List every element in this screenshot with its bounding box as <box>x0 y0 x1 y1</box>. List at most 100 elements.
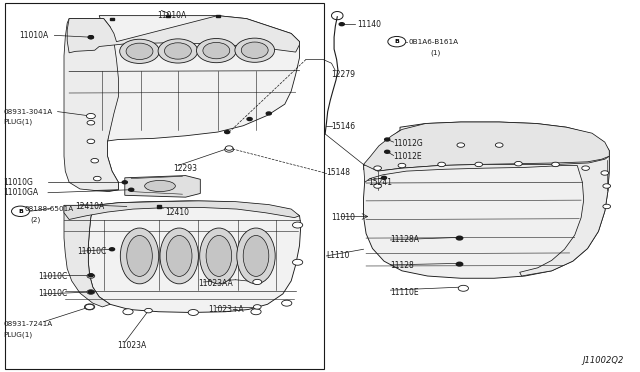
Circle shape <box>253 305 261 309</box>
Text: 11010C: 11010C <box>38 289 68 298</box>
Text: 11010A: 11010A <box>19 31 48 40</box>
Text: 12293: 12293 <box>173 164 197 173</box>
Circle shape <box>456 262 463 266</box>
Ellipse shape <box>243 235 269 276</box>
Ellipse shape <box>166 235 192 276</box>
Ellipse shape <box>203 42 230 59</box>
Ellipse shape <box>158 39 198 63</box>
Circle shape <box>282 300 292 306</box>
Circle shape <box>438 162 445 167</box>
Bar <box>216 15 220 17</box>
Bar <box>5 3 324 369</box>
Ellipse shape <box>206 235 232 276</box>
Text: 11140: 11140 <box>357 20 381 29</box>
Text: (2): (2) <box>31 216 41 223</box>
Circle shape <box>251 309 261 315</box>
Text: 11128: 11128 <box>390 262 414 270</box>
Ellipse shape <box>126 43 153 60</box>
Polygon shape <box>88 201 301 312</box>
Circle shape <box>475 162 483 167</box>
Circle shape <box>457 143 465 147</box>
Polygon shape <box>125 176 200 197</box>
Circle shape <box>552 162 559 167</box>
Text: PLUG(1): PLUG(1) <box>3 119 33 125</box>
Text: 08931-3041A: 08931-3041A <box>3 109 52 115</box>
Circle shape <box>292 259 303 265</box>
Circle shape <box>374 166 381 170</box>
Circle shape <box>145 308 152 313</box>
Text: 12410: 12410 <box>165 208 189 217</box>
Circle shape <box>292 222 303 228</box>
Circle shape <box>188 310 198 315</box>
Text: L1110: L1110 <box>326 251 350 260</box>
Ellipse shape <box>127 235 152 276</box>
Text: 11010GA: 11010GA <box>3 188 38 197</box>
Circle shape <box>603 204 611 209</box>
Circle shape <box>225 146 233 150</box>
Circle shape <box>374 184 381 188</box>
Ellipse shape <box>160 228 198 284</box>
Circle shape <box>247 118 252 121</box>
Text: (1): (1) <box>430 49 440 56</box>
Circle shape <box>93 176 101 181</box>
Text: 15148: 15148 <box>326 169 351 177</box>
Ellipse shape <box>120 39 159 64</box>
Circle shape <box>87 121 95 125</box>
Ellipse shape <box>164 43 191 59</box>
Circle shape <box>458 285 468 291</box>
Polygon shape <box>64 201 300 219</box>
Ellipse shape <box>237 228 275 284</box>
Circle shape <box>88 274 93 277</box>
Circle shape <box>388 36 406 47</box>
Circle shape <box>12 206 29 217</box>
Circle shape <box>88 36 93 39</box>
Text: 11010G: 11010G <box>3 178 33 187</box>
Circle shape <box>456 236 463 240</box>
Circle shape <box>87 274 95 278</box>
Circle shape <box>86 113 95 119</box>
Text: 11010: 11010 <box>332 213 356 222</box>
Text: 11128A: 11128A <box>390 235 419 244</box>
Circle shape <box>225 147 234 152</box>
Polygon shape <box>64 19 118 190</box>
Ellipse shape <box>120 228 159 284</box>
Text: PLUG(1): PLUG(1) <box>3 331 33 338</box>
Circle shape <box>85 304 94 310</box>
Text: 11012E: 11012E <box>394 153 422 161</box>
Circle shape <box>398 163 406 168</box>
Text: 11110E: 11110E <box>390 288 419 296</box>
Text: B: B <box>18 209 23 214</box>
Ellipse shape <box>241 42 268 58</box>
Text: J11002Q2: J11002Q2 <box>582 356 624 365</box>
Circle shape <box>123 309 133 315</box>
Circle shape <box>339 23 344 26</box>
Text: 11023A: 11023A <box>117 341 147 350</box>
Circle shape <box>225 131 230 134</box>
Polygon shape <box>67 16 300 192</box>
Circle shape <box>515 161 522 166</box>
Polygon shape <box>364 156 609 276</box>
Circle shape <box>91 158 99 163</box>
Bar <box>166 15 170 17</box>
Circle shape <box>109 248 115 251</box>
Text: 08931-7241A: 08931-7241A <box>3 321 52 327</box>
Circle shape <box>603 184 611 188</box>
Circle shape <box>253 279 262 285</box>
Text: 11023AA: 11023AA <box>198 279 233 288</box>
Circle shape <box>122 181 127 184</box>
Ellipse shape <box>235 38 275 62</box>
Polygon shape <box>364 122 609 172</box>
Ellipse shape <box>200 228 238 284</box>
Circle shape <box>84 304 95 310</box>
Text: 15241: 15241 <box>368 178 392 187</box>
Polygon shape <box>364 122 609 278</box>
Text: 15146: 15146 <box>332 122 356 131</box>
Ellipse shape <box>196 39 236 62</box>
Circle shape <box>582 166 589 170</box>
Text: 12279: 12279 <box>332 70 356 79</box>
Circle shape <box>385 150 390 153</box>
Text: 11010C: 11010C <box>38 272 68 280</box>
Ellipse shape <box>145 180 175 192</box>
Polygon shape <box>67 16 300 53</box>
Circle shape <box>266 112 271 115</box>
